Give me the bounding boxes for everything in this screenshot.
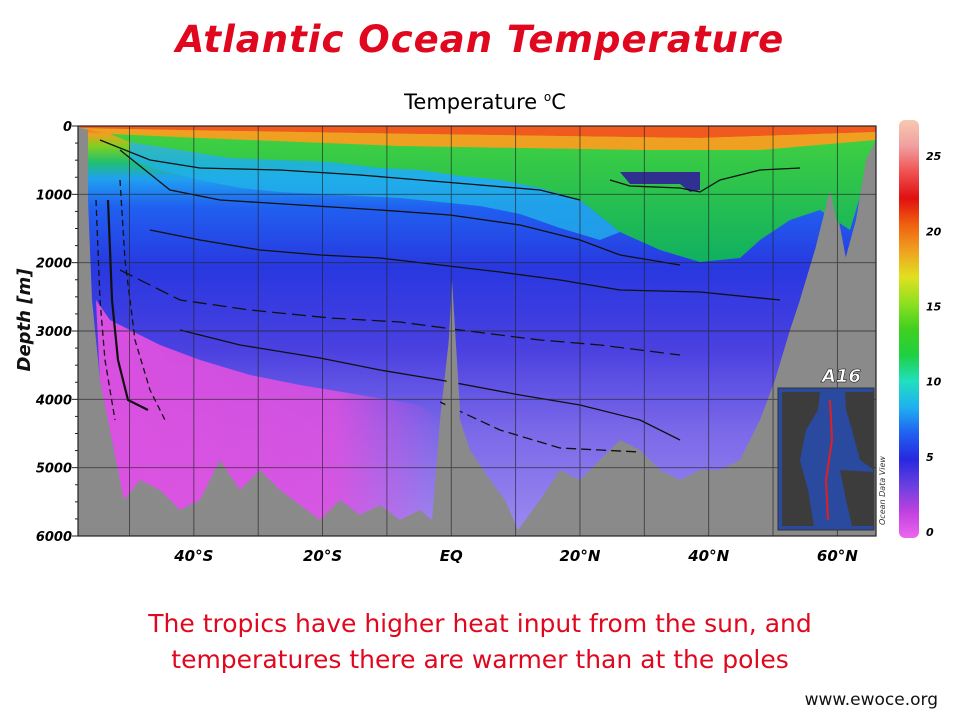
mid-atlantic-ridge: [444, 280, 460, 440]
colorbar-tick-label: 0: [926, 526, 934, 539]
mediterranean-outflow-bump: [620, 172, 700, 192]
x-tick-label: 60°N: [817, 547, 858, 565]
colorbar: [899, 120, 919, 538]
y-axis-label: Depth [m]: [14, 268, 35, 372]
chart-subtitle: Temperature oC: [380, 90, 590, 114]
y-tick-label: 5000: [36, 462, 72, 477]
surface-warm-layer: [80, 126, 876, 138]
inset-label: A16: [820, 366, 861, 387]
y-tick-label: 0: [63, 120, 72, 135]
caption-line-2: temperatures there are warmer than at th…: [171, 645, 789, 674]
x-tick-label: 20°N: [559, 547, 600, 565]
page-title: Atlantic Ocean Temperature: [175, 18, 785, 61]
colorbar-ticks: 0 5 10 15 20 25: [926, 150, 942, 539]
colorbar-tick-label: 10: [926, 376, 942, 389]
colorbar-tick-label: 20: [926, 225, 942, 238]
source-credit: www.ewoce.org: [804, 690, 938, 710]
x-tick-label: EQ: [440, 547, 463, 565]
y-tick-label: 6000: [36, 530, 72, 545]
subsurface-green-layer: [110, 134, 876, 262]
y-tick-label: 1000: [36, 188, 72, 203]
northern-ridge: [800, 140, 876, 420]
degree-symbol: o: [543, 90, 552, 104]
inset-side-label: Ocean Data View: [878, 456, 887, 525]
y-tick-label: 2000: [36, 257, 72, 272]
y-tick-label: 3000: [36, 325, 72, 340]
isotherm-contours: [95, 139, 801, 453]
thermocline-cyan-layer: [130, 142, 620, 240]
surface-orange-layer: [80, 128, 876, 150]
x-tick-label: 20°S: [303, 547, 342, 565]
chart-grid: [78, 126, 876, 536]
x-tick-label: 40°N: [687, 547, 729, 565]
colorbar-tick-label: 25: [926, 150, 942, 163]
colorbar-tick-label: 15: [926, 300, 942, 313]
subtitle-text: Temperature: [404, 90, 544, 114]
colorbar-tick-label: 5: [926, 451, 934, 464]
x-tick-label: 40°S: [173, 547, 213, 565]
subtitle-unit: C: [551, 90, 566, 114]
y-tick-label: 4000: [35, 393, 72, 408]
inset-map: A16 Ocean Data View: [777, 366, 887, 531]
y-axis: 0 1000 2000 3000 4000 5000 6000: [35, 120, 78, 545]
caption: The tropics have higher heat input from …: [0, 606, 960, 678]
south-cold-water: [96, 300, 440, 520]
caption-line-1: The tropics have higher heat input from …: [148, 609, 812, 638]
x-axis: 40°S 20°S EQ 20°N 40°N 60°N: [173, 547, 858, 565]
